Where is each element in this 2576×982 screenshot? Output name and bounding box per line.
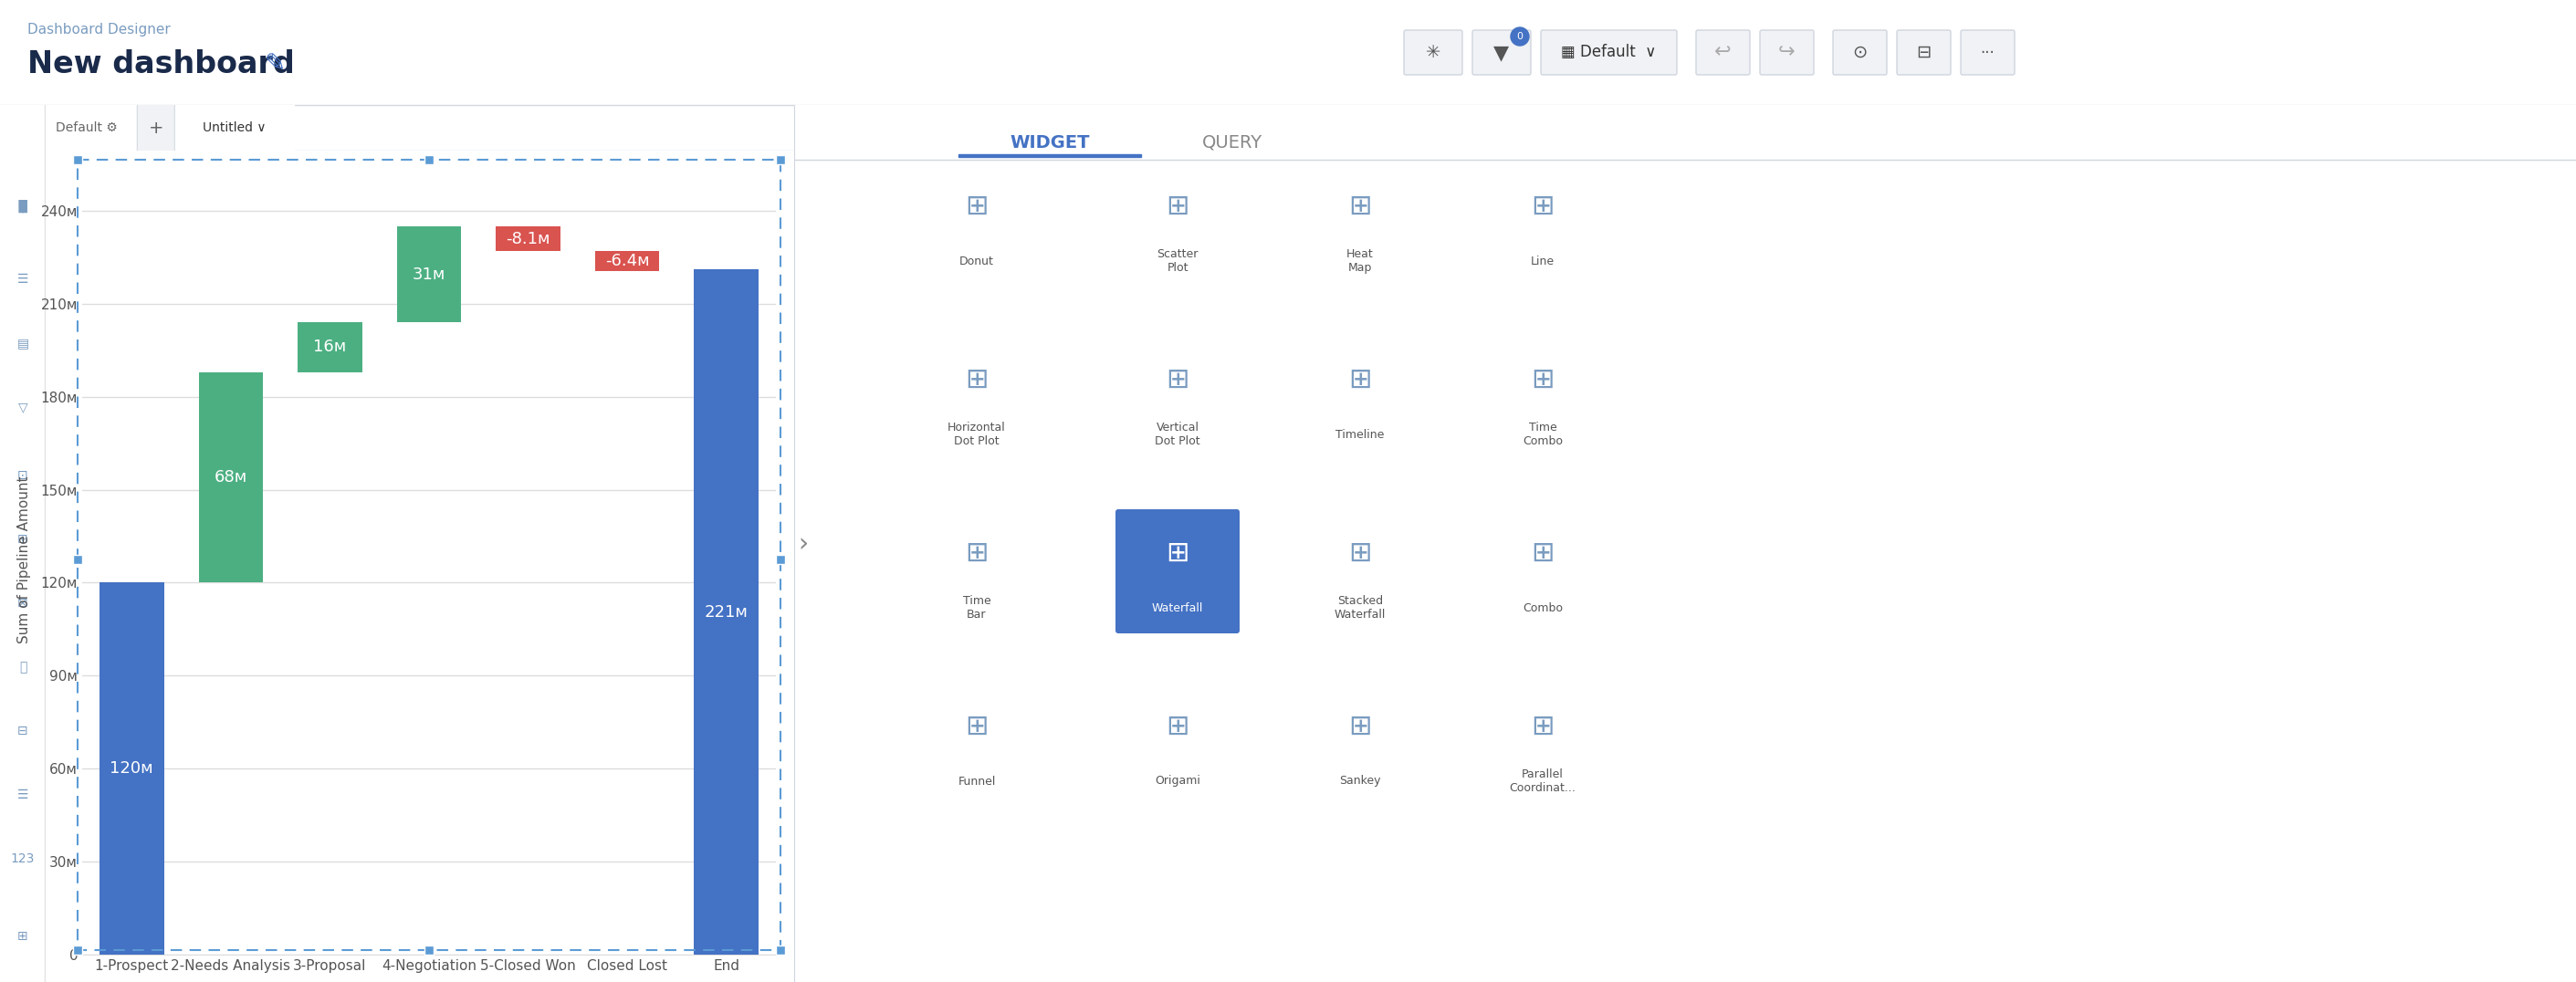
Text: WIDGET: WIDGET: [1010, 135, 1090, 151]
Text: Timeline: Timeline: [1337, 428, 1383, 440]
Text: Default ⚙: Default ⚙: [57, 122, 118, 135]
Text: -8.1м: -8.1м: [505, 231, 551, 247]
Circle shape: [1510, 27, 1530, 45]
Text: 🔗: 🔗: [18, 661, 26, 674]
Text: 123: 123: [10, 852, 36, 865]
FancyBboxPatch shape: [1473, 30, 1530, 75]
Text: ⊞: ⊞: [966, 193, 989, 220]
Text: ›: ›: [799, 530, 809, 556]
Bar: [958, 154, 1141, 157]
Text: ⊟: ⊟: [18, 725, 28, 737]
Text: ⊞: ⊞: [1167, 366, 1190, 393]
FancyBboxPatch shape: [1896, 30, 1950, 75]
Bar: [775, 155, 786, 164]
Text: Vertical
Dot Plot: Vertical Dot Plot: [1154, 421, 1200, 447]
Text: Waterfall: Waterfall: [1151, 602, 1203, 614]
Text: ⊡: ⊡: [18, 469, 28, 482]
Text: ⊞: ⊞: [966, 540, 989, 567]
Text: 16м: 16м: [314, 339, 345, 355]
Text: -6.4м: -6.4м: [605, 253, 649, 269]
Text: Scatter
Plot: Scatter Plot: [1157, 248, 1198, 274]
Bar: [595, 251, 659, 271]
Bar: [72, 946, 82, 955]
Bar: [425, 946, 433, 955]
Text: ▦ Default  ∨: ▦ Default ∨: [1561, 44, 1656, 61]
Text: 221м: 221м: [703, 604, 747, 621]
Bar: [497, 226, 562, 251]
Bar: [72, 155, 82, 164]
Text: Combo: Combo: [1522, 602, 1564, 614]
Text: ▽: ▽: [18, 401, 28, 413]
Text: ⊞: ⊞: [1530, 366, 1553, 393]
Bar: [299, 322, 363, 372]
Text: ⊞: ⊞: [1347, 713, 1373, 739]
Text: ⊞: ⊞: [1347, 366, 1373, 393]
Text: Dashboard Designer: Dashboard Designer: [28, 24, 170, 37]
Bar: [46, 105, 137, 150]
Text: 31м: 31м: [412, 266, 446, 283]
Bar: [425, 155, 433, 164]
Text: Time
Combo: Time Combo: [1522, 421, 1564, 447]
Text: ⊞: ⊞: [1167, 193, 1190, 220]
Text: 120м: 120м: [111, 760, 155, 777]
Text: Horizontal
Dot Plot: Horizontal Dot Plot: [948, 421, 1005, 447]
Text: ✳: ✳: [1425, 44, 1440, 61]
Text: ▐▌: ▐▌: [13, 199, 33, 213]
Text: ⊞: ⊞: [1167, 713, 1190, 739]
Text: ⊙: ⊙: [1852, 44, 1868, 61]
Text: ⊞: ⊞: [966, 713, 989, 739]
Text: 68м: 68м: [214, 469, 247, 485]
FancyBboxPatch shape: [1540, 30, 1677, 75]
Text: Origami: Origami: [1154, 775, 1200, 788]
Text: ↪: ↪: [1777, 43, 1795, 62]
Text: ▼: ▼: [1494, 44, 1510, 62]
Text: ···: ···: [1981, 44, 1994, 61]
Bar: [198, 372, 263, 582]
Text: ⊞: ⊞: [1167, 540, 1190, 567]
Text: ⊞: ⊞: [18, 930, 28, 943]
Text: ⊞: ⊞: [1347, 540, 1373, 567]
Bar: [693, 270, 757, 955]
FancyBboxPatch shape: [1759, 30, 1814, 75]
Bar: [72, 555, 82, 564]
Text: 0: 0: [1517, 32, 1522, 41]
Y-axis label: Sum of Pipeline Amount: Sum of Pipeline Amount: [18, 475, 31, 643]
FancyBboxPatch shape: [1695, 30, 1749, 75]
Bar: [397, 226, 461, 322]
Text: ⊞: ⊞: [1530, 193, 1553, 220]
Text: ⊠: ⊠: [18, 597, 28, 610]
Text: New dashboard: New dashboard: [28, 49, 294, 79]
Text: ✎: ✎: [265, 51, 286, 77]
Text: ⊞: ⊞: [18, 533, 28, 546]
Text: ☰: ☰: [18, 789, 28, 801]
FancyBboxPatch shape: [1834, 30, 1886, 75]
Text: ⊞: ⊞: [1347, 193, 1373, 220]
Text: Parallel
Coordinat...: Parallel Coordinat...: [1510, 769, 1577, 794]
Text: Heat
Map: Heat Map: [1347, 248, 1373, 274]
Text: ⊟: ⊟: [1917, 44, 1932, 61]
Text: Time
Bar: Time Bar: [963, 595, 992, 621]
Bar: [100, 582, 165, 955]
Text: Line: Line: [1530, 255, 1553, 267]
Text: ⊞: ⊞: [1530, 540, 1553, 567]
FancyBboxPatch shape: [1960, 30, 2014, 75]
FancyBboxPatch shape: [1115, 510, 1239, 633]
FancyBboxPatch shape: [1404, 30, 1463, 75]
Text: Sankey: Sankey: [1340, 775, 1381, 788]
Text: Donut: Donut: [958, 255, 994, 267]
Bar: [139, 105, 175, 150]
Text: Untitled ∨: Untitled ∨: [204, 122, 265, 135]
Text: ☰: ☰: [18, 273, 28, 286]
Text: ⊞: ⊞: [1530, 713, 1553, 739]
Text: ▤: ▤: [18, 337, 28, 350]
Text: ⊞: ⊞: [966, 366, 989, 393]
Bar: [775, 946, 786, 955]
Text: ↩: ↩: [1716, 43, 1731, 62]
Text: +: +: [149, 119, 165, 136]
Bar: [175, 105, 294, 150]
Text: Stacked
Waterfall: Stacked Waterfall: [1334, 595, 1386, 621]
Text: Funnel: Funnel: [958, 775, 994, 788]
Text: QUERY: QUERY: [1203, 135, 1262, 151]
Bar: [775, 555, 786, 564]
